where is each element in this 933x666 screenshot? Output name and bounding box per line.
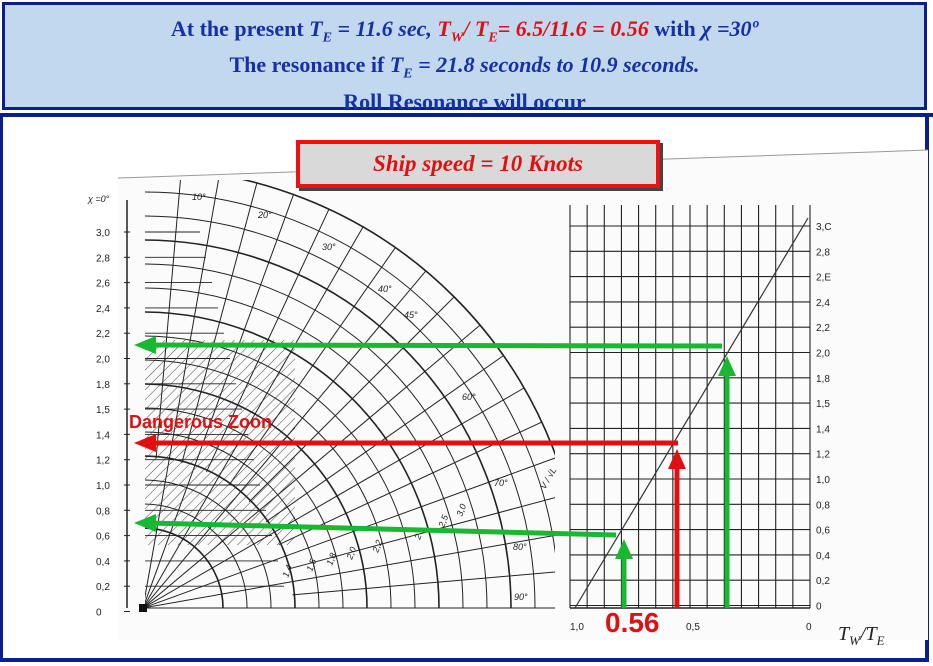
te-symbol-2: TE — [474, 16, 498, 46]
right-tick-label: 2,0 — [816, 349, 830, 360]
angle-label: 90° — [514, 592, 528, 602]
origin-marker — [139, 604, 147, 612]
speed-label: 1,4 — [280, 564, 294, 579]
speed-label: 1,8 — [324, 552, 338, 567]
left-tick-label: 0 — [96, 608, 102, 619]
left-tick-label: 2,0 — [96, 355, 110, 366]
angle-label: 70° — [494, 478, 508, 488]
left-tick-label: 1,4 — [96, 430, 110, 441]
ship-speed-box: Ship speed = 10 Knots — [296, 140, 660, 188]
heading-angle: χ =30º — [701, 16, 759, 41]
speed-label: 3,0 — [454, 503, 468, 518]
header-line-1: At the present TE = 11.6 sec, TW/ TE= 6.… — [5, 15, 924, 51]
red-arrow-middle — [134, 434, 686, 608]
right-tick-label: 1,2 — [816, 450, 830, 461]
ratio-056-label: 0.56 — [605, 607, 660, 638]
text: At the present — [170, 16, 310, 41]
te-symbol: TE — [309, 16, 332, 46]
angle-label: 40° — [378, 284, 392, 294]
header-banner: At the present TE = 11.6 sec, TW/ TE= 6.… — [2, 2, 927, 114]
bottom-axis-0-5: 0,5 — [686, 622, 700, 633]
left-tick-label: 2,4 — [96, 304, 110, 315]
speed-label: 1,5 — [304, 557, 318, 573]
right-tick-label: 0,6 — [816, 526, 830, 537]
left-tick-label: 0,2 — [96, 582, 110, 593]
speed-label: 2,2 — [370, 539, 384, 555]
speed-labels: 1,4 1,5 1,8 2,0 2,2 2 2,5 3,0 — [280, 503, 468, 579]
right-tick-label: 1,0 — [816, 475, 830, 486]
right-tick-label: 0,4 — [816, 551, 830, 562]
angle-label: 45° — [404, 310, 418, 320]
left-tick-label: 2,8 — [96, 253, 110, 264]
angle-label: 80° — [513, 542, 527, 552]
right-tick-label: 0 — [816, 602, 822, 613]
angle-label: χ =0° — [87, 194, 110, 204]
angle-label: 20° — [257, 210, 272, 220]
tuning-grid — [569, 205, 811, 609]
text: = 11.6 sec, — [331, 16, 438, 41]
bottom-axis-0: 0 — [806, 622, 812, 633]
right-tick-label: 0,8 — [816, 500, 830, 511]
speed-label: 2 — [412, 533, 423, 542]
text: = 21.8 seconds to 10.9 seconds. — [412, 52, 700, 78]
polar-radial — [145, 387, 525, 608]
angle-label: 30° — [322, 242, 336, 252]
left-tick-label: 0,6 — [96, 532, 110, 543]
right-tick-label: 2,4 — [816, 298, 830, 309]
angle-label: 60° — [462, 392, 476, 402]
tw-te-axis-label: TW/TE — [838, 623, 885, 648]
polar-radial — [292, 571, 555, 596]
right-axis-ticks: 3,C 2,8 2,E 2,4 2,2 2,0 1,8 1,5 1,4 1,2 1,0 0,8 0,6 0… — [816, 222, 832, 613]
divider — [0, 113, 933, 117]
left-axis-ticks: 3,0 2,8 2,6 2,4 2,2 2,0 1,8 1,5 1,4 1,2 1,0 0,8 0,6 0… — [96, 228, 130, 619]
left-tick-label: 0,8 — [96, 506, 110, 517]
text: The resonance if — [229, 52, 390, 78]
right-tick-label: 1,8 — [816, 374, 830, 385]
green-arrow-lower — [134, 514, 633, 608]
angle-labels: χ =0° 10° 20° 30° 40° 45° 60° 70° 80° 90° — [87, 192, 528, 602]
header-line-2: The resonance if TE = 21.8 seconds to 10… — [5, 51, 924, 87]
left-tick-label: 0,4 — [96, 557, 110, 568]
right-tick-label: 2,E — [816, 273, 831, 284]
polar-radial — [265, 355, 504, 523]
left-tick-label: 1,5 — [96, 405, 110, 416]
speed-label: 2,0 — [344, 546, 358, 562]
left-tick-label: 2,2 — [96, 329, 110, 340]
polar-radial — [145, 457, 555, 608]
text: with — [648, 16, 702, 41]
bottom-axis-1-0: 1,0 — [570, 622, 584, 633]
right-tick-label: 0,2 — [816, 576, 830, 587]
text: / — [463, 16, 475, 41]
right-tick-label: 2,8 — [816, 247, 830, 258]
right-tick-label: 1,5 — [816, 399, 830, 410]
angle-label: 10° — [192, 192, 206, 202]
left-tick-label: 1,8 — [96, 380, 110, 391]
svg-text:TW/TE: TW/TE — [838, 623, 885, 648]
tw-symbol: TW — [437, 16, 464, 46]
te-symbol-3: TE — [389, 52, 413, 82]
left-tick-label: 1,0 — [96, 481, 110, 492]
left-tick-label: 3,0 — [96, 228, 110, 239]
header-line-3: Roll Resonance will occur — [343, 88, 586, 114]
right-tick-label: 1,4 — [816, 424, 830, 435]
left-tick-label: 1,2 — [96, 456, 110, 467]
ratio-value: = 6.5/11.6 = 0.56 — [497, 16, 649, 41]
diagonal-line — [574, 217, 809, 609]
right-tick-label: 3,C — [816, 222, 832, 233]
polar-radial — [145, 534, 555, 609]
right-tick-label: 2,2 — [816, 323, 830, 334]
dangerous-zone-label: Dangerous Zoon — [129, 412, 272, 432]
left-tick-label: 2,6 — [96, 279, 110, 290]
green-arrow-upper — [134, 336, 736, 608]
speed-label: 2,5 — [436, 513, 450, 530]
